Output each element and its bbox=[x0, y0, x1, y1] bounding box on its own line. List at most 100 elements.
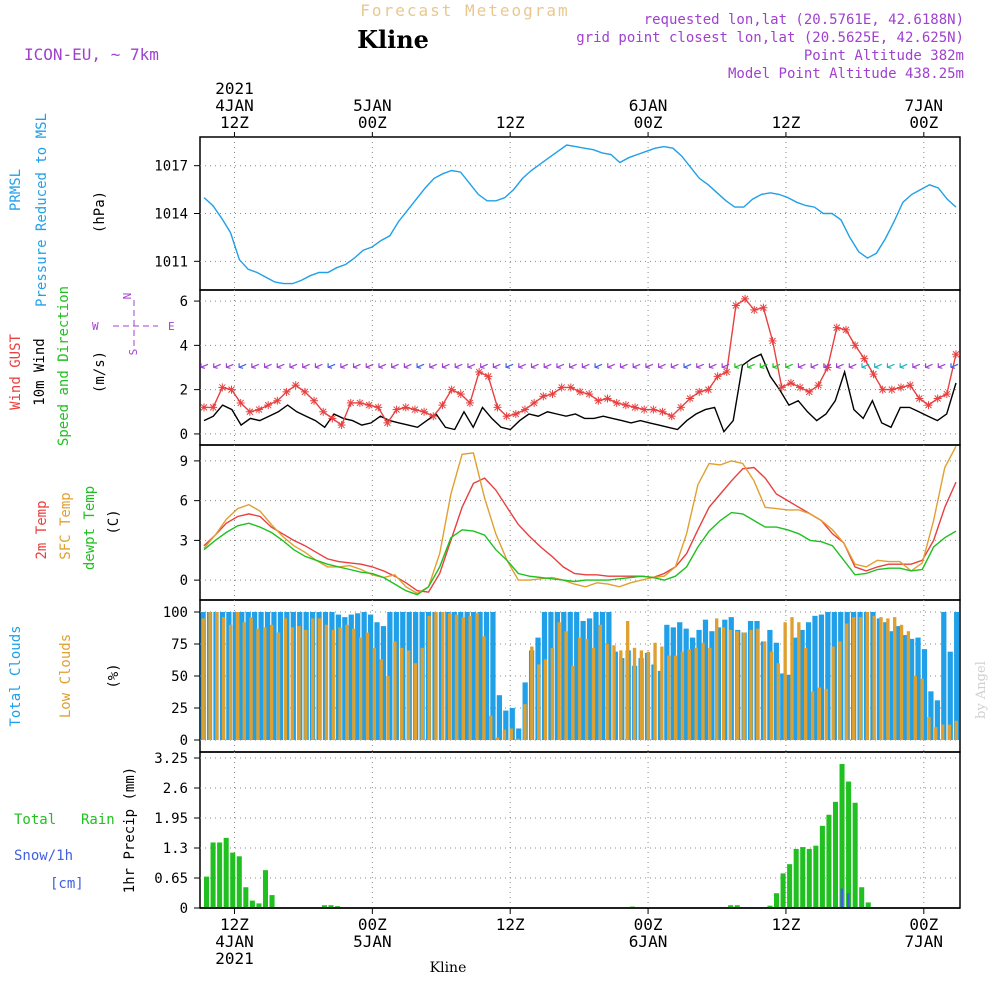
low-cloud-bar bbox=[762, 641, 767, 740]
wind-direction-arrow-icon bbox=[505, 363, 514, 369]
low-cloud-bar bbox=[742, 632, 746, 740]
low-cloud-bar bbox=[228, 624, 233, 740]
low-cloud-bar bbox=[721, 627, 726, 740]
total-cloud-bar bbox=[934, 700, 940, 740]
total-cloud-bar bbox=[696, 629, 702, 740]
gust-marker bbox=[475, 367, 484, 376]
low-cloud-bar bbox=[523, 704, 527, 740]
gust-marker bbox=[896, 383, 905, 392]
total-cloud-bar bbox=[252, 612, 258, 740]
low-cloud-bar bbox=[454, 614, 459, 740]
low-cloud-bar bbox=[680, 651, 685, 740]
compass-e: E bbox=[168, 320, 175, 333]
total-cloud-bar bbox=[825, 612, 831, 740]
top-time-label: 00Z bbox=[909, 113, 938, 132]
rain-bar bbox=[210, 842, 216, 908]
low-cloud-bar bbox=[831, 646, 835, 740]
wind-direction-arrow-icon bbox=[467, 363, 476, 369]
wind-direction-arrow-icon bbox=[683, 363, 692, 369]
wind-ytick-label: 0 bbox=[180, 427, 188, 443]
total-cloud-bar bbox=[387, 612, 393, 740]
low-cloud-bar bbox=[311, 618, 315, 740]
low-cloud-bar bbox=[605, 644, 609, 740]
temperature-ytick-label: 6 bbox=[180, 494, 188, 510]
low-cloud-bar bbox=[557, 622, 561, 740]
snow-bar bbox=[840, 888, 844, 908]
low-cloud-bar bbox=[687, 649, 691, 740]
gust-marker bbox=[245, 407, 254, 416]
gust-marker bbox=[924, 401, 933, 410]
rain-bar bbox=[865, 902, 871, 908]
total-cloud-bar bbox=[561, 612, 567, 740]
gust-marker bbox=[878, 385, 887, 394]
gust-marker bbox=[612, 398, 621, 407]
low-cloud-bar bbox=[276, 632, 281, 740]
rain-bar bbox=[249, 900, 255, 908]
gust-marker bbox=[887, 385, 896, 394]
temp-sfc-label: SFC Temp bbox=[58, 492, 74, 559]
rain-bar bbox=[328, 905, 334, 908]
low-cloud-bar bbox=[899, 624, 904, 740]
gust-marker bbox=[438, 401, 447, 410]
low-cloud-bar bbox=[317, 618, 322, 740]
wind-direction-arrow-icon bbox=[950, 363, 959, 369]
total-cloud-bar bbox=[374, 622, 380, 740]
compass-rose-icon: N S W E bbox=[92, 293, 175, 356]
low-cloud-bar bbox=[352, 628, 356, 740]
wind-direction-arrow-icon bbox=[874, 363, 882, 369]
gust-marker bbox=[200, 403, 208, 412]
low-cloud-bar bbox=[591, 647, 596, 740]
low-cloud-bar bbox=[495, 737, 500, 740]
wind-direction-arrow-icon bbox=[632, 363, 641, 369]
rain-bar bbox=[230, 852, 236, 908]
wind-direction-arrow-icon bbox=[365, 363, 374, 369]
total-cloud-bar bbox=[818, 614, 825, 740]
compass-s: S bbox=[127, 349, 140, 356]
gust-marker bbox=[484, 372, 493, 381]
low-cloud-bar bbox=[482, 636, 486, 740]
low-cloud-bar bbox=[208, 612, 212, 740]
rain-bar bbox=[813, 845, 819, 908]
temperature-series-dewpt-temp bbox=[203, 511, 957, 596]
total-cloud-bar bbox=[702, 619, 709, 740]
rain-bar bbox=[780, 873, 786, 908]
wind-direction-arrow-icon bbox=[823, 363, 832, 369]
rain-bar bbox=[800, 847, 806, 908]
grid-point-coords: grid point closest lon,lat (20.5625E, 42… bbox=[576, 30, 964, 46]
pressure-ytick-label: 1011 bbox=[154, 254, 188, 270]
low-cloud-bar bbox=[406, 650, 411, 740]
gust-marker bbox=[585, 390, 594, 399]
low-cloud-bar bbox=[653, 642, 657, 740]
low-cloud-bar bbox=[804, 647, 808, 740]
low-cloud-bar bbox=[502, 729, 507, 740]
low-cloud-bar bbox=[619, 650, 623, 740]
temperature-ytick-label: 9 bbox=[180, 454, 188, 470]
bottom-time-label: 12Z bbox=[220, 915, 249, 934]
total-cloud-bar bbox=[799, 629, 805, 740]
rain-bar bbox=[793, 848, 799, 908]
pressure-unit: (hPa) bbox=[92, 191, 108, 233]
pressure-label-1: PRMSL bbox=[8, 169, 24, 211]
low-cloud-bar bbox=[571, 665, 575, 740]
footer-location: Kline bbox=[430, 960, 467, 976]
gust-marker bbox=[227, 385, 236, 394]
rain-bar bbox=[223, 837, 229, 908]
low-cloud-bar bbox=[365, 632, 370, 740]
top-time-label: 7JAN bbox=[905, 96, 944, 115]
rain-bar bbox=[846, 781, 852, 908]
bottom-time-label: 7JAN bbox=[905, 932, 944, 951]
precip-ytick-label: 1.95 bbox=[154, 811, 188, 827]
wind-direction-arrow-icon bbox=[543, 363, 552, 369]
total-rain-label: Total bbox=[14, 812, 56, 828]
wind-speed-dir-label: Speed and Direction bbox=[56, 286, 72, 446]
low-cloud-bar bbox=[345, 624, 349, 740]
wind-series-wind-gust bbox=[204, 297, 957, 427]
wind-direction-arrow-icon bbox=[200, 363, 209, 369]
wind-direction-arrow-icon bbox=[747, 363, 755, 369]
rain-bar bbox=[767, 905, 773, 908]
top-time-label: 12Z bbox=[771, 113, 800, 132]
low-cloud-bar bbox=[324, 624, 329, 740]
low-cloud-bar bbox=[673, 655, 678, 740]
clouds-ytick-label: 25 bbox=[171, 701, 188, 717]
